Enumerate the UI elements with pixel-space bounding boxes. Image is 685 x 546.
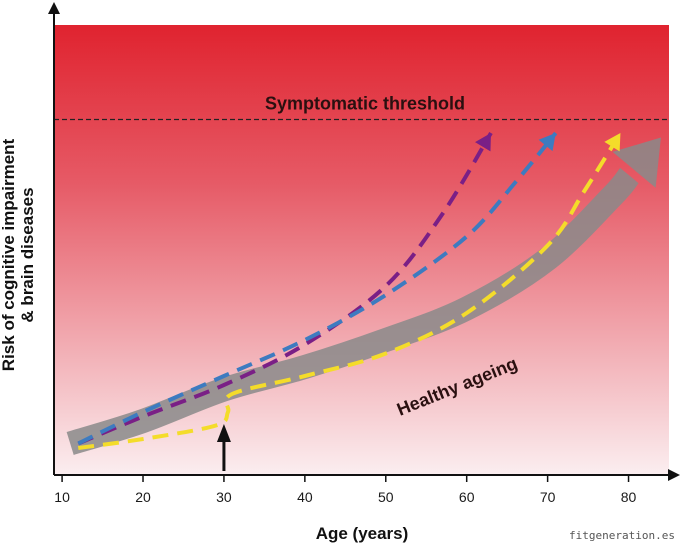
series-layer — [66, 131, 661, 455]
series-2 — [77, 131, 558, 446]
series-arrowhead-3 — [604, 133, 621, 152]
series-3 — [78, 131, 623, 450]
y-axis — [48, 2, 60, 475]
series-line-2 — [77, 131, 558, 446]
x-tick-label-30: 30 — [216, 489, 232, 505]
series-arrowhead-2 — [538, 133, 556, 152]
x-tick-label-20: 20 — [135, 489, 151, 505]
watermark: fitgeneration.es — [569, 529, 675, 542]
series-line-0 — [66, 167, 639, 455]
threshold-label: Symptomatic threshold — [265, 94, 465, 114]
x-tick-label-70: 70 — [540, 489, 556, 505]
x-tick-label-50: 50 — [378, 489, 394, 505]
series-1 — [77, 131, 493, 446]
series-arrowhead-1 — [475, 133, 491, 152]
y-axis-title-line2: & brain diseases — [18, 187, 37, 322]
x-axis-title: Age (years) — [316, 524, 409, 543]
event-arrow-head — [216, 424, 231, 442]
x-ticks: 10 20 30 40 50 60 70 80 — [54, 475, 637, 505]
x-tick-label-40: 40 — [297, 489, 313, 505]
series-arrowhead-0 — [612, 137, 661, 188]
x-tick-label-10: 10 — [54, 489, 70, 505]
x-tick-label-60: 60 — [459, 489, 475, 505]
series-line-3 — [78, 131, 623, 450]
event-arrow — [216, 424, 231, 471]
series-line-1 — [77, 131, 493, 446]
x-tick-label-80: 80 — [621, 489, 637, 505]
series-0 — [66, 137, 661, 455]
y-axis-title-line1: Risk of cognitive impairment — [0, 138, 18, 371]
x-axis — [54, 469, 680, 481]
